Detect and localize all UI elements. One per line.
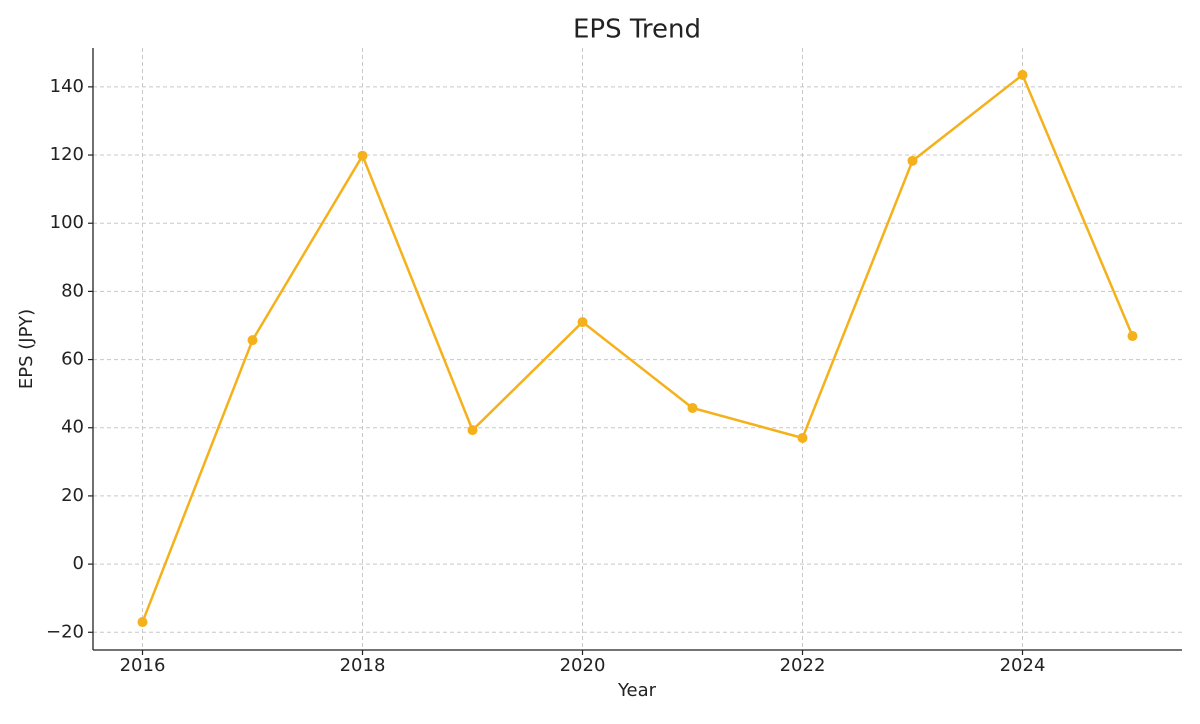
data-point (687, 402, 698, 413)
data-point (357, 150, 368, 161)
y-tick-label: 140 (50, 76, 84, 97)
data-point (1127, 331, 1138, 342)
y-tick-label: 100 (50, 212, 84, 233)
y-tick-label: 80 (61, 280, 84, 301)
data-point (467, 425, 478, 436)
data-point (797, 432, 808, 443)
data-point (1017, 69, 1028, 80)
x-tick-label: 2020 (560, 655, 606, 676)
data-line (141, 72, 1134, 623)
y-tick-label: 0 (73, 553, 84, 574)
x-axis-label: Year (617, 680, 657, 701)
x-tick-label: 2018 (340, 655, 386, 676)
data-point (247, 335, 258, 346)
x-tick-label: 2022 (780, 655, 826, 676)
y-tick-label: 40 (61, 417, 84, 438)
y-tick-label: 20 (61, 485, 84, 506)
data-point (577, 317, 588, 328)
x-tick-label: 2024 (1000, 655, 1046, 676)
y-axis-label: EPS (JPY) (16, 309, 37, 389)
x-tick-label: 2016 (120, 655, 166, 676)
data-point (137, 617, 148, 628)
y-tick-label: −20 (46, 621, 84, 642)
y-tick-label: 120 (50, 144, 84, 165)
chart-title: EPS Trend (573, 15, 701, 45)
y-tick-label: 60 (61, 349, 84, 370)
data-point (907, 155, 918, 166)
